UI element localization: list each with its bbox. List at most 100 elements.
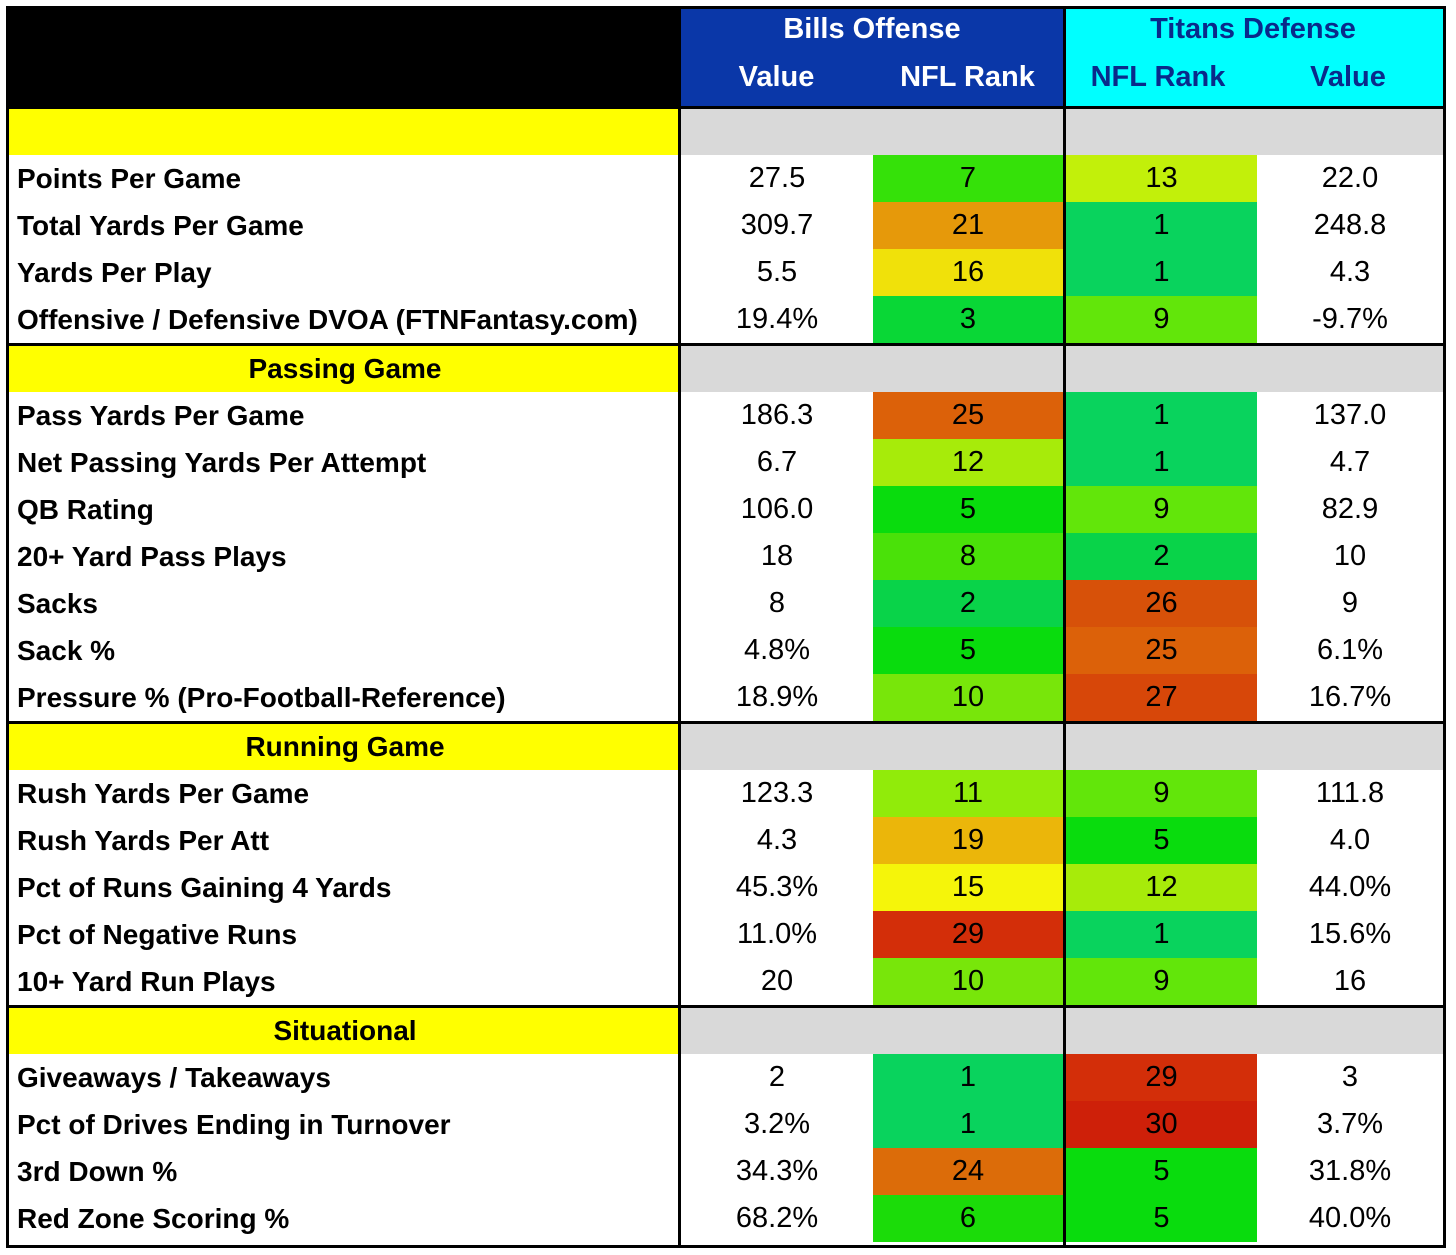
- metric-label: Offensive / Defensive DVOA (FTNFantasy.c…: [17, 304, 638, 335]
- titans-rank-cell: 1: [1066, 202, 1257, 249]
- titans-rank-cell: 1: [1066, 392, 1257, 439]
- bills-value-col-header: Value: [738, 61, 815, 93]
- titans-value-cell: 44.0%: [1308, 871, 1392, 903]
- bills-rank-cell: 1: [873, 1054, 1063, 1101]
- metric-label: QB Rating: [17, 494, 154, 525]
- titans-value-cell: 4.7: [1329, 446, 1371, 478]
- metric-label: Pct of Runs Gaining 4 Yards: [17, 872, 392, 903]
- bills-rank-cell: 12: [873, 439, 1063, 486]
- bills-rank-cell: 3: [873, 296, 1063, 343]
- titans-value-cell: 3.7%: [1316, 1108, 1384, 1140]
- section-divider: [9, 721, 1443, 724]
- titans-rank-cell: 12: [1066, 864, 1257, 911]
- titans-rank-cell: 13: [1066, 155, 1257, 202]
- titans-rank-cell: 30: [1066, 1101, 1257, 1148]
- bills-value-cell: 8: [768, 587, 786, 619]
- metric-label: Sack %: [17, 635, 116, 666]
- titans-rank-col-header: NFL Rank: [1090, 61, 1226, 93]
- bills-value-cell: 5.5: [756, 256, 798, 288]
- bills-value-cell: 20: [760, 965, 794, 997]
- table-row: Points Per Game 27.5 7 13 22.0: [9, 155, 1443, 202]
- team-column-divider: [1063, 9, 1066, 1245]
- table-row: Pct of Drives Ending in Turnover 3.2% 1 30 3…: [9, 1101, 1443, 1148]
- bills-value-cell: 123.3: [740, 777, 814, 809]
- section-header-fill: [681, 1008, 1443, 1054]
- titans-value-cell: 6.1%: [1316, 634, 1384, 666]
- titans-rank-cell: 5: [1066, 1148, 1257, 1195]
- titans-rank-cell: 26: [1066, 580, 1257, 627]
- bills-rank-cell: 15: [873, 864, 1063, 911]
- titans-rank-cell: 1: [1066, 911, 1257, 958]
- table-row: Pass Yards Per Game 186.3 25 1 137.0: [9, 392, 1443, 439]
- titans-rank-cell: 5: [1066, 817, 1257, 864]
- bills-offense-header: Bills Offense Value NFL Rank: [681, 9, 1063, 106]
- bills-value-cell: 45.3%: [735, 871, 819, 903]
- bills-rank-cell: 16: [873, 249, 1063, 296]
- metric-label: 10+ Yard Run Plays: [17, 966, 276, 997]
- metric-label: Net Passing Yards Per Attempt: [17, 447, 427, 478]
- bills-value-cell: 4.8%: [743, 634, 811, 666]
- titans-value-cell: 31.8%: [1308, 1155, 1392, 1187]
- bills-rank-cell: 6: [873, 1195, 1063, 1242]
- bills-value-cell: 68.2%: [735, 1202, 819, 1234]
- bills-value-cell: 27.5: [748, 162, 806, 194]
- bills-rank-cell: 5: [873, 486, 1063, 533]
- table-row: Net Passing Yards Per Attempt 6.7 12 1 4.7: [9, 439, 1443, 486]
- table-row: Pct of Negative Runs 11.0% 29 1 15.6%: [9, 911, 1443, 958]
- metric-label: Rush Yards Per Game: [17, 778, 310, 809]
- table-row: Yards Per Play 5.5 16 1 4.3: [9, 249, 1443, 296]
- section-title: Running Game: [9, 724, 681, 770]
- bills-value-cell: 18.9%: [735, 681, 819, 713]
- bills-rank-cell: 2: [873, 580, 1063, 627]
- bills-value-cell: 4.3: [756, 824, 798, 856]
- metric-label: Sacks: [17, 588, 98, 619]
- table-row: 20+ Yard Pass Plays 18 8 2 10: [9, 533, 1443, 580]
- bills-rank-cell: 10: [873, 674, 1063, 721]
- titans-rank-cell: 1: [1066, 249, 1257, 296]
- titans-value-cell: 248.8: [1313, 209, 1387, 241]
- metric-label: Rush Yards Per Att: [17, 825, 270, 856]
- metric-label: Pct of Negative Runs: [17, 919, 298, 950]
- section-title: [9, 109, 681, 155]
- bills-rank-cell: 5: [873, 627, 1063, 674]
- bills-rank-cell: 11: [873, 770, 1063, 817]
- bills-value-cell: 11.0%: [736, 918, 818, 950]
- bills-rank-cell: 24: [873, 1148, 1063, 1195]
- titans-value-cell: 40.0%: [1308, 1202, 1392, 1234]
- metric-label: Red Zone Scoring %: [17, 1203, 290, 1234]
- table-row: QB Rating 106.0 5 9 82.9: [9, 486, 1443, 533]
- metric-label: 20+ Yard Pass Plays: [17, 541, 287, 572]
- metric-label: Giveaways / Takeaways: [17, 1062, 331, 1093]
- titans-value-cell: 4.3: [1329, 256, 1371, 288]
- titans-rank-cell: 9: [1066, 770, 1257, 817]
- metric-label: Pressure % (Pro-Football-Reference): [17, 682, 506, 713]
- table-row: Pressure % (Pro-Football-Reference) 18.9%…: [9, 674, 1443, 721]
- metric-label: 3rd Down %: [17, 1156, 178, 1187]
- bills-rank-cell: 25: [873, 392, 1063, 439]
- table-row: Red Zone Scoring % 68.2% 6 5 40.0%: [9, 1195, 1443, 1242]
- titans-rank-cell: 27: [1066, 674, 1257, 721]
- titans-rank-cell: 29: [1066, 1054, 1257, 1101]
- titans-value-cell: 137.0: [1313, 399, 1387, 431]
- section-divider: [9, 1005, 1443, 1008]
- table-row: Sack % 4.8% 5 25 6.1%: [9, 627, 1443, 674]
- bills-offense-title: Bills Offense: [783, 13, 961, 45]
- titans-value-cell: 16: [1333, 965, 1367, 997]
- titans-value-cell: 22.0: [1321, 162, 1379, 194]
- comparison-table: Bills Offense Value NFL Rank Titans Defe…: [6, 6, 1446, 1248]
- section-title: Passing Game: [9, 346, 681, 392]
- section-header-fill: [681, 109, 1443, 155]
- titans-rank-cell: 9: [1066, 958, 1257, 1005]
- titans-rank-cell: 2: [1066, 533, 1257, 580]
- titans-value-cell: 82.9: [1321, 493, 1379, 525]
- table-row: Rush Yards Per Att 4.3 19 5 4.0: [9, 817, 1443, 864]
- titans-rank-cell: 25: [1066, 627, 1257, 674]
- titans-rank-cell: 1: [1066, 439, 1257, 486]
- titans-rank-cell: 9: [1066, 296, 1257, 343]
- header-divider: [9, 106, 1443, 109]
- metric-label: Pass Yards Per Game: [17, 400, 305, 431]
- bills-value-cell: 309.7: [740, 209, 814, 241]
- bills-rank-cell: 8: [873, 533, 1063, 580]
- table-row: Pct of Runs Gaining 4 Yards 45.3% 15 12 44.0…: [9, 864, 1443, 911]
- bills-rank-cell: 21: [873, 202, 1063, 249]
